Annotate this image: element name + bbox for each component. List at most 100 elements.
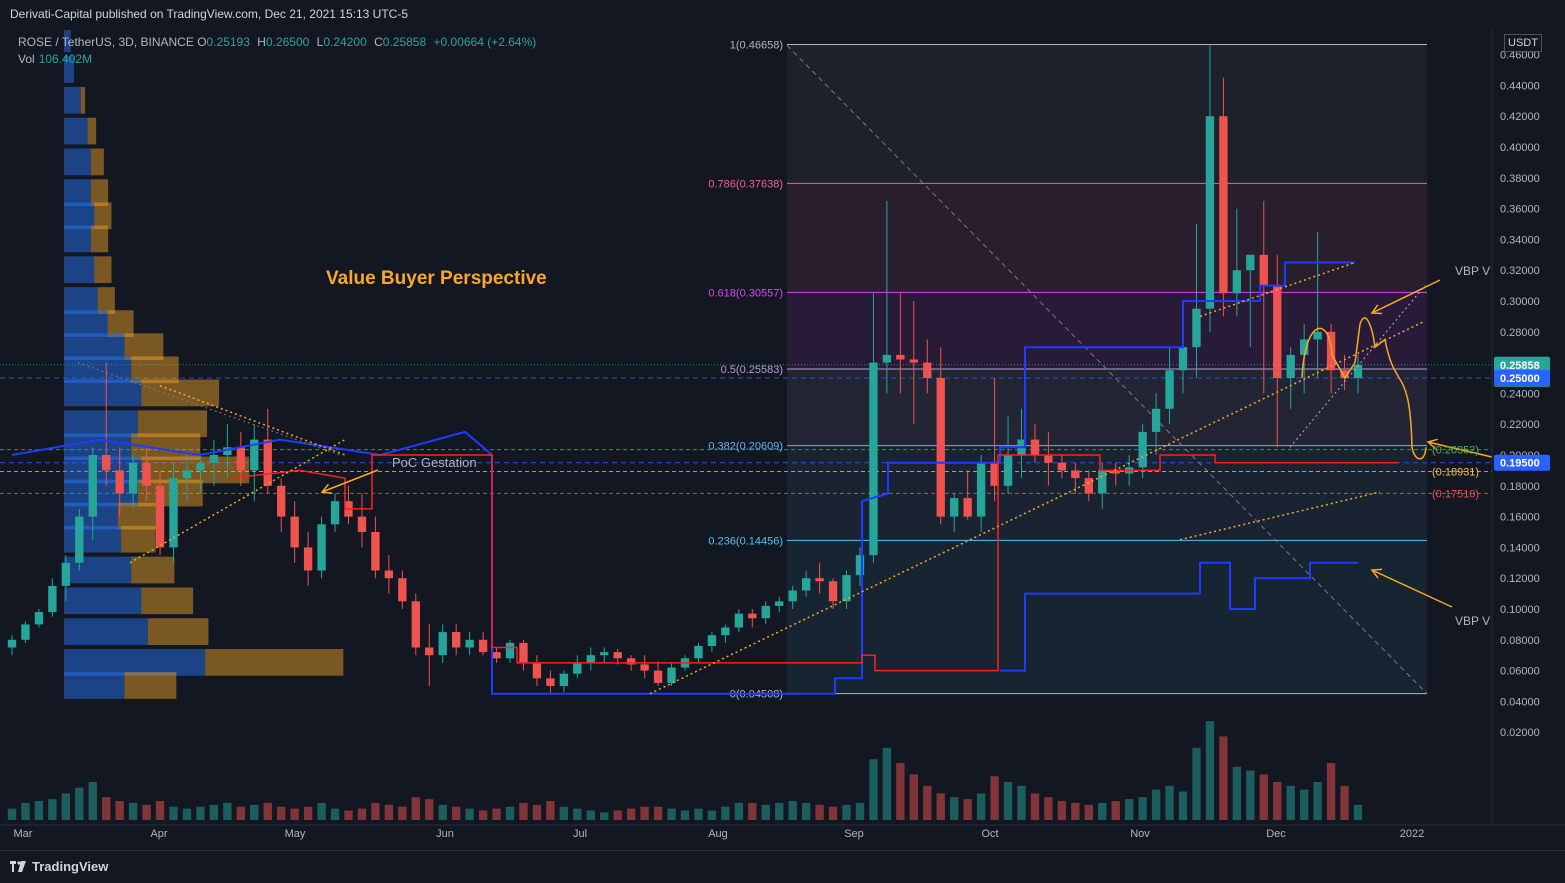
volume-bar <box>1353 804 1363 820</box>
candle-body <box>963 498 972 517</box>
fib-zone <box>787 292 1427 370</box>
candle-body <box>1003 455 1013 486</box>
volume-bar <box>425 799 434 820</box>
candle-body <box>1057 462 1067 471</box>
poc-arrow-head <box>320 483 333 494</box>
volume-bar <box>842 804 851 820</box>
candle-body <box>21 624 30 640</box>
candle-body <box>250 439 259 471</box>
candle-body <box>1178 347 1188 371</box>
candle-body <box>1340 370 1349 378</box>
candle-body <box>546 678 555 686</box>
candle-body <box>34 612 44 625</box>
candle-body <box>653 670 663 683</box>
volume-bar <box>1273 782 1282 820</box>
price-chart[interactable]: 1(0.46658) 0.786(0.37638) 0.618(0.30557) 0.… <box>0 30 1565 850</box>
volume-bar <box>640 806 649 820</box>
level-label: (0.17510) <box>1432 488 1479 500</box>
volume-bar <box>115 801 124 820</box>
candle-body <box>465 639 474 648</box>
candle-body <box>438 632 447 656</box>
volume-bar <box>48 799 57 820</box>
candle-body <box>88 455 97 517</box>
candle-body <box>75 516 84 563</box>
volume-bar <box>546 801 555 820</box>
price-tick-label: 0.14000 <box>1500 542 1540 554</box>
time-axis-label: Sep <box>844 828 864 840</box>
volume-bar <box>128 802 138 820</box>
volume-profile-bar-up <box>64 479 138 507</box>
candle-body <box>990 462 999 486</box>
volume-profile-bar-up <box>64 256 95 284</box>
vbp-top-arrow <box>1371 279 1441 314</box>
price-arrow-head <box>1426 438 1438 450</box>
volume-profile-bar-down <box>97 287 115 314</box>
volume-bar <box>1286 785 1295 820</box>
candle-body <box>330 501 340 525</box>
volume-legend[interactable]: Vol 106.402M <box>18 52 92 66</box>
ohlc-open-label: O <box>197 35 207 49</box>
volume-profile-bar-up <box>64 556 132 584</box>
volume-bar <box>734 802 744 820</box>
candle-body <box>452 632 461 648</box>
volume-profile-bar-up <box>64 672 125 699</box>
volume-bar <box>505 806 515 820</box>
level-label: (0.18931) <box>1432 466 1479 478</box>
candle-body <box>896 354 905 360</box>
poc-arrow <box>321 469 379 493</box>
ohlc-change: +0.00664 (+2.64%) <box>433 35 537 49</box>
volume-bar <box>1299 789 1309 820</box>
volume-bar <box>976 793 986 820</box>
volume-profile-bar-down <box>141 587 194 615</box>
volume-bar <box>102 797 111 820</box>
volume-profile-bar-up <box>64 225 91 253</box>
volume-profile-bar-up <box>64 310 108 337</box>
volume-bar <box>1017 785 1026 820</box>
candle-body <box>263 439 272 486</box>
candle-body <box>761 605 770 619</box>
candle-body <box>707 635 717 646</box>
candle-body <box>869 362 878 556</box>
footer: TradingView <box>0 850 1565 883</box>
candle-body <box>1098 470 1107 494</box>
volume-bar <box>330 808 340 820</box>
volume-bar <box>828 806 838 820</box>
volume-bar <box>7 808 17 820</box>
volume-bar <box>586 810 595 820</box>
fib-trend-line <box>786 45 1428 695</box>
fib-zone <box>787 183 1427 293</box>
volume-bar <box>1071 802 1080 820</box>
candle-body <box>196 462 205 471</box>
candle-body <box>223 447 232 455</box>
vbp-bottom-arrow-head <box>1370 568 1383 579</box>
symbol-legend[interactable]: ROSE / TetherUS, 3D, BINANCE O0.25193 H0… <box>18 35 540 49</box>
volume-bar <box>707 810 717 820</box>
candle-body <box>102 455 111 471</box>
price-label-value: 0.25000 <box>1500 373 1540 385</box>
candle-body <box>626 658 636 665</box>
tradingview-logo[interactable]: TradingView <box>10 859 108 874</box>
volume-bar <box>1098 802 1107 820</box>
volume-profile-bar-down <box>205 649 344 676</box>
volume-bar <box>653 806 663 820</box>
time-axis-label: Apr <box>150 828 167 840</box>
time-axis-label: Jul <box>573 828 587 840</box>
price-arrow <box>1427 441 1493 458</box>
candle-body <box>7 639 17 648</box>
price-tick-label: 0.28000 <box>1500 327 1540 339</box>
candle-body <box>586 655 595 663</box>
price-scale-background <box>1492 30 1565 825</box>
volume-profile-bar-up <box>64 56 75 83</box>
volume-bar <box>263 802 272 820</box>
volume-profile-bar-down <box>124 333 164 361</box>
candle-body <box>788 590 797 602</box>
currency-button[interactable]: USDT <box>1504 34 1542 52</box>
time-axis-label: Oct <box>981 828 998 840</box>
volume-bar <box>1313 782 1322 820</box>
volume-bar <box>209 804 219 820</box>
candle-body <box>317 524 326 571</box>
candle-body <box>411 601 420 648</box>
volume-profile-bar-up <box>64 179 91 207</box>
ohlc-open: 0.25193 <box>206 35 250 49</box>
tradingview-icon <box>10 861 26 872</box>
